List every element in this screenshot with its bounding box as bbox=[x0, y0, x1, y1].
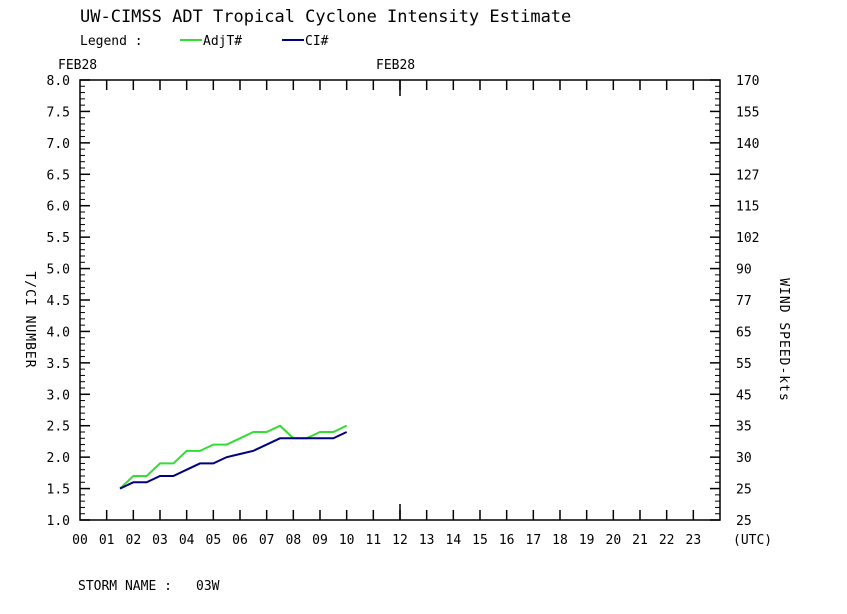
series-line-ci bbox=[119, 431, 348, 490]
y2-tick-label: 90 bbox=[736, 263, 752, 278]
x-tick-label: 06 bbox=[232, 533, 248, 548]
y-tick-label: 2.5 bbox=[47, 420, 70, 435]
x-tick-label: 15 bbox=[472, 533, 488, 548]
y2-tick-label: 115 bbox=[736, 200, 759, 215]
legend-entry-adjt: AdjT# bbox=[203, 34, 242, 49]
x-tick-label: 23 bbox=[686, 533, 702, 548]
x-tick-label: 09 bbox=[312, 533, 328, 548]
y-tick-label: 5.5 bbox=[47, 231, 70, 246]
y2-tick-label: 140 bbox=[736, 137, 759, 152]
y-tick-label: 6.5 bbox=[47, 168, 70, 183]
x-tick-label: 17 bbox=[526, 533, 542, 548]
y2-tick-label: 155 bbox=[736, 105, 759, 120]
y-tick-label: 4.0 bbox=[47, 325, 70, 340]
y2-tick-label: 55 bbox=[736, 357, 752, 372]
x-tick-label: 18 bbox=[552, 533, 568, 548]
series-group bbox=[119, 424, 348, 490]
y2-tick-label: 127 bbox=[736, 168, 759, 183]
y2-axis-title: WIND SPEED-kts bbox=[776, 278, 791, 402]
y2-tick-label: 45 bbox=[736, 388, 752, 403]
x-tick-label: 08 bbox=[286, 533, 302, 548]
y2-tick-label: 25 bbox=[736, 483, 752, 498]
y-axis-title: T/CI NUMBER bbox=[22, 271, 37, 368]
x-tick-label: 16 bbox=[499, 533, 515, 548]
x-tick-label: 22 bbox=[659, 533, 675, 548]
y2-axis-title-text: WIND SPEED-kts bbox=[776, 278, 791, 402]
storm-name-label: STORM NAME : bbox=[78, 579, 172, 594]
date-label-left: FEB28 bbox=[58, 58, 97, 73]
y2-tick-label: 170 bbox=[736, 74, 759, 89]
x-tick-label: 05 bbox=[206, 533, 222, 548]
y-tick-label: 1.5 bbox=[47, 483, 70, 498]
y-tick-label: 6.0 bbox=[47, 200, 70, 215]
y-tick-label: 2.0 bbox=[47, 451, 70, 466]
y-tick-label: 8.0 bbox=[47, 74, 70, 89]
series-line-adjt bbox=[119, 424, 348, 490]
x-tick-label: 13 bbox=[419, 533, 435, 548]
y-tick-label: 4.5 bbox=[47, 294, 70, 309]
chart-title: UW-CIMSS ADT Tropical Cyclone Intensity … bbox=[80, 7, 571, 27]
y-tick-label: 5.0 bbox=[47, 263, 70, 278]
x-tick-label: 21 bbox=[632, 533, 648, 548]
storm-name-value: 03W bbox=[196, 579, 220, 594]
y2-tick-label: 30 bbox=[736, 451, 752, 466]
x-unit-label: (UTC) bbox=[733, 533, 772, 548]
x-tick-label: 04 bbox=[179, 533, 195, 548]
legend-entry-ci: CI# bbox=[305, 34, 329, 49]
x-tick-label: 00 bbox=[72, 533, 88, 548]
y-tick-label: 7.5 bbox=[47, 105, 70, 120]
y-tick-label: 1.0 bbox=[47, 514, 70, 529]
x-axis: 00 01 02 03 04 05 06 07 08 09 10 11 12 13 14 15 16 17 18 19… bbox=[72, 80, 701, 548]
minor-ticks bbox=[80, 85, 720, 515]
y-axis-right: 25 25 30 35 45 55 65 77 90 102 115 127 140 155 170 bbox=[710, 74, 759, 529]
x-tick-label: 03 bbox=[152, 533, 168, 548]
y2-tick-label: 77 bbox=[736, 294, 752, 309]
y-tick-label: 3.5 bbox=[47, 357, 70, 372]
x-tick-label: 14 bbox=[446, 533, 462, 548]
x-tick-label: 20 bbox=[606, 533, 622, 548]
y2-tick-label: 35 bbox=[736, 420, 752, 435]
x-tick-label: 10 bbox=[339, 533, 355, 548]
x-tick-label: 12 bbox=[392, 533, 408, 548]
x-tick-label: 19 bbox=[579, 533, 595, 548]
x-tick-label: 01 bbox=[99, 533, 115, 548]
y2-tick-label: 25 bbox=[736, 514, 752, 529]
date-label-mid: FEB28 bbox=[376, 58, 415, 73]
x-tick-label: 11 bbox=[366, 533, 382, 548]
y2-tick-label: 65 bbox=[736, 325, 752, 340]
y-tick-label: 7.0 bbox=[47, 137, 70, 152]
y2-tick-label: 102 bbox=[736, 231, 759, 246]
x-tick-label: 07 bbox=[259, 533, 275, 548]
legend-label: Legend : bbox=[80, 34, 143, 49]
x-tick-label: 02 bbox=[126, 533, 142, 548]
plot-frame bbox=[79, 79, 721, 521]
y-axis-title-text: T/CI NUMBER bbox=[22, 271, 37, 368]
y-axis-left: 1.0 1.5 2.0 2.5 3.0 3.5 4.0 4.5 5.0 5.5 6.0 6.5 7.0 7… bbox=[47, 74, 90, 529]
y-tick-label: 3.0 bbox=[47, 388, 70, 403]
